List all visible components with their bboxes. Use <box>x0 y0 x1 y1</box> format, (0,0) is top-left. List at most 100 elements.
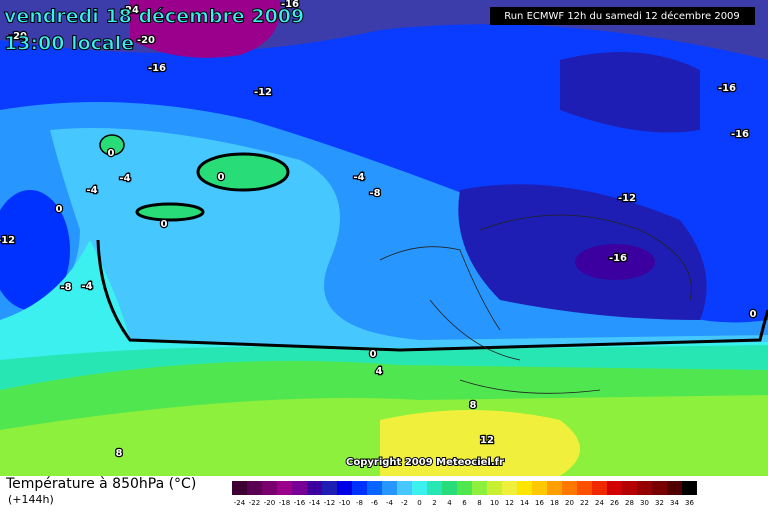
contour-label: 8 <box>470 400 477 411</box>
colorbar-label: -4 <box>386 499 394 507</box>
contour-label: -4 <box>353 172 364 183</box>
color-swatch <box>682 481 697 495</box>
contour-label: -16 <box>148 63 166 74</box>
color-swatch <box>532 481 547 495</box>
colorbar-label: 22 <box>580 499 589 507</box>
copyright: Copyright 2009 Meteociel.fr <box>346 457 504 468</box>
contour-label: -16 <box>731 129 749 140</box>
color-swatch <box>517 481 532 495</box>
colorbar-label: 10 <box>490 499 499 507</box>
colorbar-label: 4 <box>447 499 452 507</box>
contour-label: 0 <box>108 148 115 159</box>
contour-label: 0 <box>161 219 168 230</box>
colorbar-label: 26 <box>610 499 619 507</box>
colorbar-label: 16 <box>535 499 544 507</box>
color-swatch <box>352 481 367 495</box>
colorbar-label: -6 <box>371 499 379 507</box>
colorbar-label: 32 <box>655 499 664 507</box>
color-swatch <box>547 481 562 495</box>
color-swatch <box>592 481 607 495</box>
color-swatch <box>337 481 352 495</box>
colorbar-label: 34 <box>670 499 679 507</box>
contour-label: -16 <box>281 0 299 10</box>
color-swatch <box>232 481 247 495</box>
contour-label: -16 <box>609 253 627 264</box>
color-swatch <box>472 481 487 495</box>
color-swatch <box>277 481 292 495</box>
contour-label: 0 <box>370 349 377 360</box>
contour-label: -8 <box>60 282 71 293</box>
color-swatch <box>457 481 472 495</box>
colorbar-label: -18 <box>279 499 290 507</box>
color-swatch <box>382 481 397 495</box>
contour-label: 4 <box>376 366 383 377</box>
color-swatch <box>607 481 622 495</box>
contour-label: -24 <box>121 5 139 16</box>
contour-label: -4 <box>119 173 130 184</box>
color-swatch <box>667 481 682 495</box>
color-swatch <box>487 481 502 495</box>
colorbar: -24 -22 -20 -18 -16 -14 -12 -10 -8 -6 -4 -2 0 2 4 6 8 10 1… <box>232 481 697 507</box>
colorbar-label: 24 <box>595 499 604 507</box>
forecast-time: 13:00 locale <box>4 33 134 55</box>
contour-label: 8 <box>116 448 123 459</box>
color-swatch <box>637 481 652 495</box>
colorbar-label: -16 <box>294 499 306 507</box>
color-swatch <box>442 481 457 495</box>
temperature-field <box>0 0 768 477</box>
colorbar-label: -8 <box>356 499 363 507</box>
color-swatch <box>262 481 277 495</box>
color-swatch <box>652 481 667 495</box>
run-label: Run ECMWF 12h du samedi 12 décembre 2009 <box>504 10 740 22</box>
contour-label: 0 <box>750 309 757 320</box>
contour-label: -12 <box>618 193 636 204</box>
colorbar-label: 2 <box>432 499 436 507</box>
color-swatch <box>247 481 262 495</box>
contour-label: 12 <box>480 435 494 446</box>
colorbar-label: 12 <box>505 499 514 507</box>
colorbar-label: 18 <box>550 499 559 507</box>
colorbar-label: -14 <box>309 499 321 507</box>
colorbar-label: -2 <box>401 499 408 507</box>
color-swatch <box>397 481 412 495</box>
colorbar-label: -10 <box>339 499 350 507</box>
contour-label: -8 <box>369 188 380 199</box>
contour-label: -12 <box>254 87 272 98</box>
color-swatch <box>577 481 592 495</box>
colorbar-label: -24 <box>234 499 246 507</box>
colorbar-label: 8 <box>477 499 481 507</box>
colorbar-label: 28 <box>625 499 634 507</box>
contour-label: -4 <box>86 185 97 196</box>
colorbar-label: -12 <box>324 499 335 507</box>
contour-label: -20 <box>9 31 27 42</box>
colorbar-label: 20 <box>565 499 574 507</box>
colorbar-label: 6 <box>462 499 467 507</box>
color-swatch <box>562 481 577 495</box>
contour-label: 0 <box>56 204 63 215</box>
color-swatch <box>412 481 427 495</box>
contour-labels: -24 -16 -20 -20 -16 -12 -16 -16 0 -4 -4 0 -4 -8 -12 0 0 -… <box>0 0 758 460</box>
colorbar-label: 14 <box>520 499 529 507</box>
contour-label: -16 <box>718 83 736 94</box>
colorbar-label: 0 <box>417 499 421 507</box>
contour-label: -12 <box>0 235 15 246</box>
color-swatch <box>427 481 442 495</box>
color-swatch <box>307 481 322 495</box>
lead-time: (+144h) <box>8 493 54 506</box>
colorbar-label: 30 <box>640 499 649 507</box>
run-box <box>490 7 755 25</box>
legend-title: Température à 850hPa (°C) <box>5 476 196 492</box>
color-swatch <box>502 481 517 495</box>
contour-label: -20 <box>137 35 155 46</box>
colorbar-label: -20 <box>264 499 275 507</box>
contour-label: -4 <box>81 281 92 292</box>
color-swatch <box>367 481 382 495</box>
color-swatch <box>622 481 637 495</box>
forecast-date: vendredi 18 décembre 2009 <box>4 6 304 28</box>
contour-label: 0 <box>218 172 225 183</box>
color-swatch <box>292 481 307 495</box>
color-swatch <box>322 481 337 495</box>
colorbar-label: 36 <box>685 499 694 507</box>
colorbar-label: -22 <box>249 499 260 507</box>
